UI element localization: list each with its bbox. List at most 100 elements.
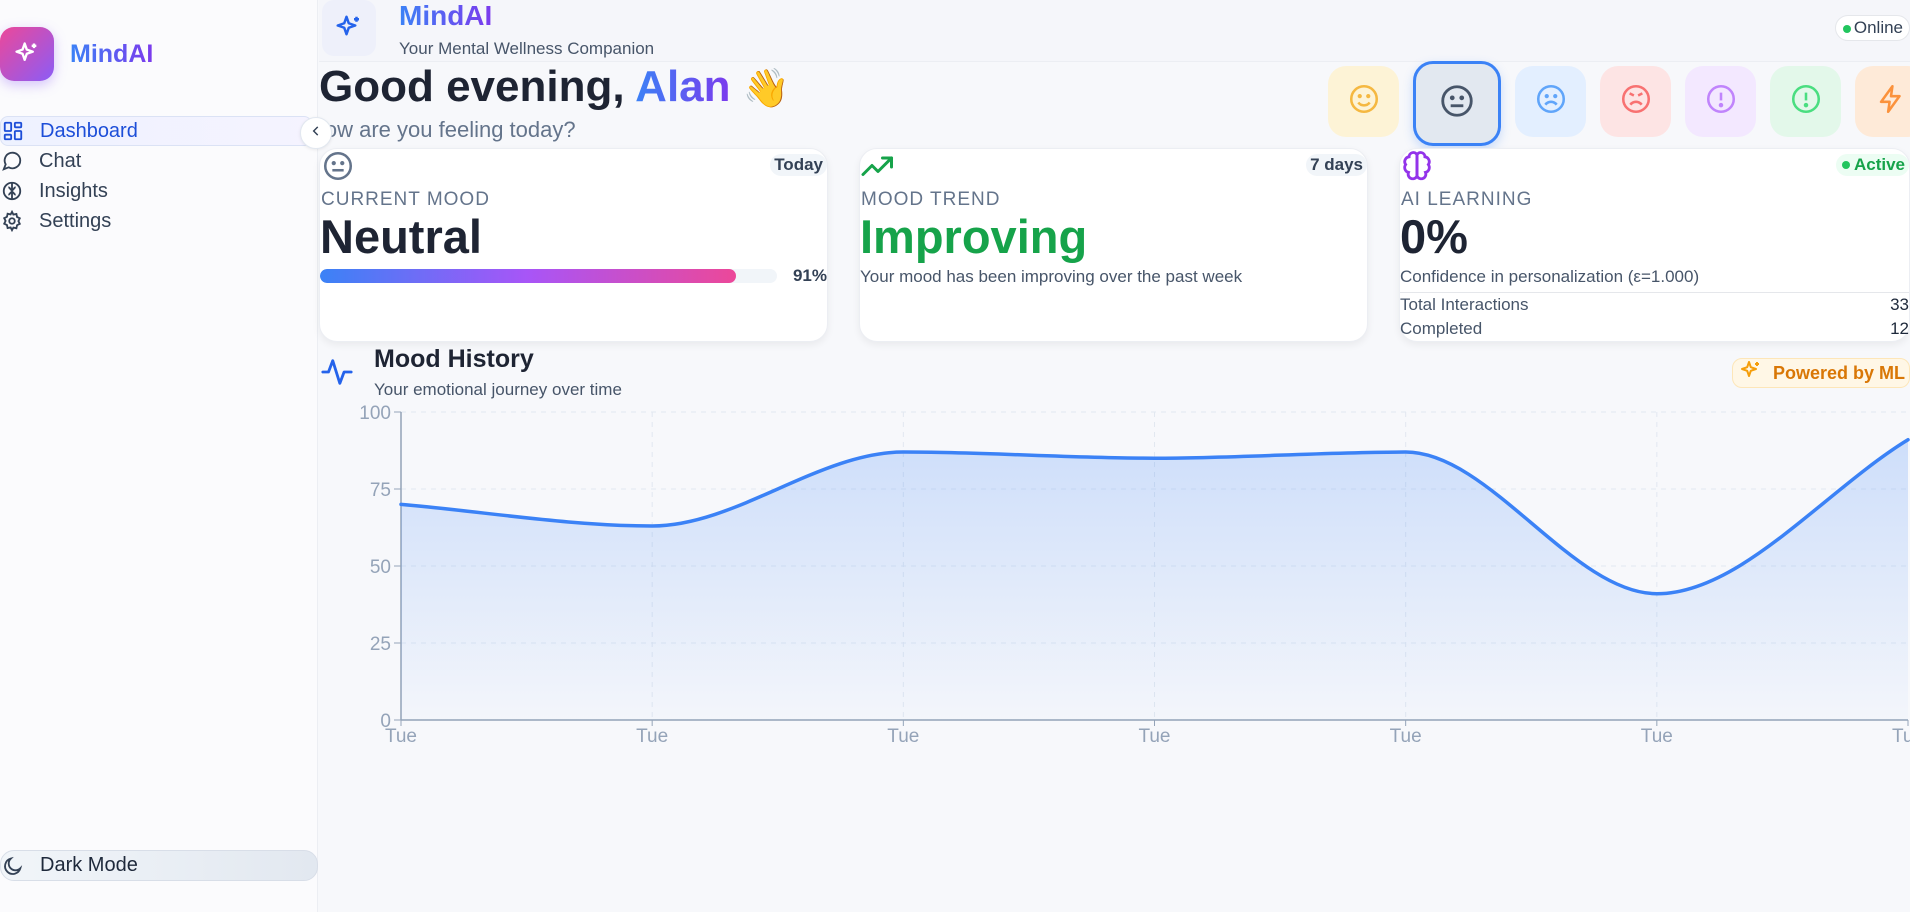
stat-row: Total Interactions 33 (1400, 292, 1909, 315)
sidebar-brand[interactable]: MindAI (0, 27, 153, 81)
gear-icon (0, 209, 24, 233)
brand-name: MindAI (70, 39, 154, 68)
sparkle-icon (1739, 359, 1763, 388)
x-tick-label: Tue (887, 726, 919, 747)
online-dot-icon (1842, 25, 1851, 33)
stat-row: Completed 12 (1400, 319, 1909, 339)
ml-badge-text: Powered by ML (1772, 362, 1905, 383)
activity-icon (320, 352, 354, 392)
stat-label: Total Interactions (1400, 295, 1529, 314)
greeting-heading: Good evening, Alan 👋 (319, 62, 790, 112)
neutral-face-icon (321, 149, 355, 188)
neutral-face-icon (1438, 82, 1476, 125)
header-subtitle: Your Mental Wellness Companion (399, 39, 655, 58)
x-tick-label: Tue (1641, 726, 1673, 747)
chevron-left-icon (309, 124, 323, 143)
stat-value: 33 (1890, 295, 1909, 314)
sidebar-item-label: Dashboard (40, 119, 138, 142)
chart-points (400, 439, 1909, 594)
mood-angry-button[interactable] (1600, 66, 1671, 137)
chart-labels: 0 25 50 75 100 Tue Tue Tue Tue Tue Tue Tue (359, 403, 1910, 747)
mood-progress-fill (320, 269, 736, 283)
status-badge: Online (1834, 15, 1910, 41)
mood-progress-value: 91% (792, 266, 827, 285)
sidebar-item-label: Chat (39, 149, 82, 172)
greeting-prefix: Good evening, (319, 62, 636, 111)
ai-learning-card: Active AI LEARNING 0% Confidence in pers… (1399, 148, 1910, 342)
alert-purple-icon (1704, 82, 1738, 121)
mood-trend-value: Improving (860, 210, 1088, 263)
card-badge: 7 days (1306, 154, 1367, 176)
chat-bubble-icon (0, 149, 24, 173)
dark-mode-label: Dark Mode (40, 854, 138, 876)
mood-line (399, 437, 1910, 596)
sparkle-icon (322, 0, 376, 56)
mood-selector (1328, 61, 1910, 146)
x-tick-label: Tue (385, 726, 417, 747)
user-name: Alan (635, 62, 731, 111)
happy-face-icon (1347, 82, 1381, 121)
card-badge: Today (770, 154, 827, 176)
mood-happy-button[interactable] (1328, 66, 1399, 137)
wave-emoji: 👋 (742, 68, 791, 110)
mood-history-chart: 0 25 50 75 100 Tue Tue Tue Tue Tue Tue Tue (359, 403, 1910, 747)
mood-progress-bar (320, 269, 777, 283)
sidebar-item-label: Settings (39, 209, 112, 232)
powered-by-ml-badge: Powered by ML (1731, 358, 1910, 388)
mood-trend-description: Your mood has been improving over the pa… (860, 267, 1243, 286)
sidebar-item-dashboard[interactable]: Dashboard (0, 116, 312, 146)
dark-mode-toggle[interactable]: Dark Mode (0, 850, 318, 881)
active-badge-text: Active (1853, 155, 1905, 174)
current-mood-card: Today CURRENT MOOD Neutral 91% (319, 148, 828, 342)
sidebar-item-chat[interactable]: Chat (0, 146, 318, 176)
angry-face-icon (1619, 82, 1653, 121)
mood-calm-button[interactable] (1770, 66, 1841, 137)
x-tick-label: Tue (1892, 726, 1910, 747)
mood-neutral-button[interactable] (1413, 61, 1501, 146)
y-tick-label: 75 (370, 480, 391, 501)
sidebar-item-insights[interactable]: Insights (0, 176, 318, 206)
header-title: MindAI (399, 0, 493, 31)
active-badge: Active (1835, 154, 1909, 176)
active-dot-icon (1841, 161, 1850, 169)
sad-face-icon (1534, 82, 1568, 121)
greeting-question: How are you feeling today? (319, 117, 576, 142)
ai-learning-description: Confidence in personalization (ε=1.000) (1400, 267, 1700, 286)
alert-green-icon (1789, 82, 1823, 121)
y-tick-label: 100 (359, 403, 391, 424)
sidebar-item-settings[interactable]: Settings (0, 206, 318, 236)
x-tick-label: Tue (636, 726, 668, 747)
x-tick-label: Tue (1138, 726, 1170, 747)
lightning-icon (1874, 82, 1908, 121)
y-tick-label: 0 (380, 711, 391, 732)
card-caption: CURRENT MOOD (321, 189, 490, 210)
mood-anxious-button[interactable] (1685, 66, 1756, 137)
y-tick-label: 25 (370, 634, 391, 655)
status-text: Online (1853, 18, 1903, 37)
collapse-sidebar-button[interactable] (300, 117, 332, 149)
mood-history-title: Mood History (374, 345, 534, 373)
sidebar-item-label: Insights (39, 179, 108, 202)
mood-area (401, 439, 1908, 720)
stat-label: Completed (1400, 319, 1483, 338)
moon-icon (1, 854, 25, 878)
card-caption: MOOD TREND (861, 189, 1001, 210)
card-caption: AI LEARNING (1401, 189, 1533, 210)
y-tick-label: 50 (370, 557, 391, 578)
mood-sad-button[interactable] (1515, 66, 1586, 137)
current-mood-value: Neutral (320, 210, 482, 263)
x-tick-label: Tue (1390, 726, 1422, 747)
sidebar-nav: Dashboard Chat Insights Settings (0, 116, 318, 236)
brain-icon (1400, 149, 1434, 188)
mood-history-subtitle: Your emotional journey over time (374, 380, 622, 399)
grid-icon (1, 119, 25, 143)
stat-value: 12 (1890, 319, 1909, 338)
trending-up-icon (860, 152, 896, 187)
ai-learning-value: 0% (1400, 210, 1468, 263)
sidebar: MindAI Dashboard Chat Insights Settings (0, 0, 318, 912)
sparkle-icon (0, 27, 54, 81)
top-header: MindAI Your Mental Wellness Companion On… (319, 0, 1910, 62)
mood-energetic-button[interactable] (1855, 66, 1910, 137)
brain-icon (0, 179, 24, 203)
mood-trend-card: 7 days MOOD TREND Improving Your mood ha… (859, 148, 1368, 342)
